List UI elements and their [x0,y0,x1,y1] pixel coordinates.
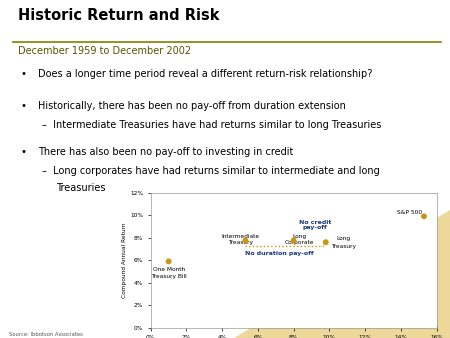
Text: –  Intermediate Treasuries have had returns similar to long Treasuries: – Intermediate Treasuries have had retur… [42,120,382,130]
Text: Treasury: Treasury [331,244,356,249]
Text: Treasuries: Treasuries [56,183,105,193]
Text: Long: Long [292,234,306,239]
Text: –  Long corporates have had returns similar to intermediate and long: – Long corporates have had returns simil… [42,166,380,176]
Point [242,238,249,243]
Text: Source: Ibbotson Associates: Source: Ibbotson Associates [9,332,83,337]
Text: There has also been no pay-off to investing in credit: There has also been no pay-off to invest… [38,147,293,157]
Text: One Month: One Month [153,267,184,272]
Point [290,238,297,243]
Text: Intermediate: Intermediate [221,234,259,239]
Text: Historic Return and Risk: Historic Return and Risk [18,8,219,23]
Text: Treasury Bill: Treasury Bill [151,274,186,279]
Point [165,259,172,264]
Y-axis label: Compound Annual Return: Compound Annual Return [122,222,127,298]
Text: •: • [20,101,26,112]
Text: •: • [20,147,26,157]
Text: No credit
pay-off: No credit pay-off [299,220,331,231]
Text: S&P 500: S&P 500 [397,210,422,215]
Text: 1: 1 [431,318,439,331]
Text: Treasury: Treasury [228,240,252,245]
Text: Historically, there has been no pay-off from duration extension: Historically, there has been no pay-off … [38,101,346,112]
Point [322,240,329,245]
Text: No duration pay-off: No duration pay-off [245,251,314,256]
Text: December 1959 to December 2002: December 1959 to December 2002 [18,46,191,56]
Text: Long: Long [337,236,351,241]
Text: •: • [20,69,26,79]
Text: Corporate: Corporate [284,240,314,245]
Text: Does a longer time period reveal a different return-risk relationship?: Does a longer time period reveal a diffe… [38,69,372,79]
Point [420,214,427,219]
Text: TCW: TCW [397,20,425,29]
